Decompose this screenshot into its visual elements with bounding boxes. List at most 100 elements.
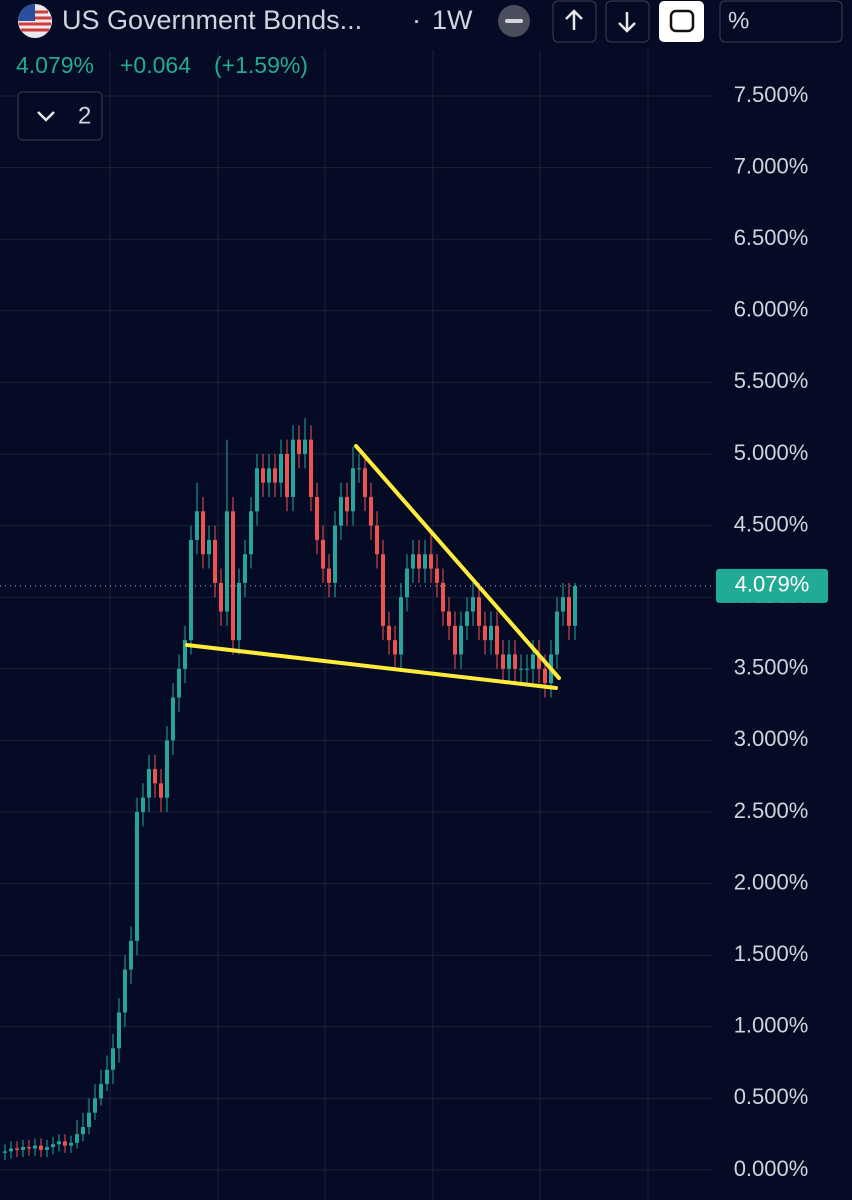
indicator-count: 2 bbox=[78, 102, 91, 129]
candle-body bbox=[399, 597, 403, 655]
percent-button[interactable]: % bbox=[719, 0, 843, 43]
candle-body bbox=[507, 654, 511, 669]
candle-body bbox=[315, 496, 319, 540]
candle-body bbox=[123, 969, 127, 1013]
header-bar bbox=[0, 0, 852, 50]
candle-body bbox=[63, 1141, 67, 1146]
candle-body bbox=[21, 1147, 25, 1150]
y-tick-label: 6.000% bbox=[734, 297, 809, 322]
candle-body bbox=[33, 1145, 37, 1149]
candle-body bbox=[483, 625, 487, 641]
candle-body bbox=[153, 769, 157, 784]
candle-body bbox=[447, 611, 451, 626]
candle-body bbox=[297, 439, 301, 454]
candle-body bbox=[225, 511, 229, 612]
candle-body bbox=[495, 625, 499, 655]
candle-body bbox=[351, 468, 355, 512]
y-tick-label: 7.000% bbox=[734, 153, 809, 178]
candle-body bbox=[531, 654, 535, 669]
minus-button[interactable] bbox=[498, 5, 530, 37]
candle-body bbox=[141, 797, 145, 812]
candle-body bbox=[159, 783, 163, 798]
candle-body bbox=[207, 539, 211, 555]
candle-body bbox=[219, 582, 223, 612]
y-tick-label: 5.500% bbox=[734, 368, 809, 393]
candle-body bbox=[369, 496, 373, 526]
candle-body bbox=[279, 454, 283, 483]
candle-body bbox=[381, 554, 385, 626]
candle-body bbox=[561, 597, 565, 612]
indicator-toggle[interactable]: 2 bbox=[17, 91, 103, 141]
candle-body bbox=[105, 1069, 109, 1085]
last-price-box bbox=[716, 568, 828, 603]
candle-body bbox=[519, 668, 523, 670]
candle-body bbox=[165, 740, 169, 798]
candle-body bbox=[567, 597, 571, 626]
candle-body bbox=[309, 439, 313, 497]
candle-body bbox=[339, 496, 343, 526]
candle-body bbox=[501, 654, 505, 669]
candle-body bbox=[15, 1148, 19, 1150]
candle-body bbox=[261, 468, 265, 483]
candle-body bbox=[363, 468, 367, 497]
interval[interactable]: 1W bbox=[432, 5, 473, 35]
candle-body bbox=[471, 597, 475, 612]
candle-body bbox=[345, 496, 349, 512]
candle-body bbox=[189, 539, 193, 641]
up-button[interactable] bbox=[552, 0, 597, 43]
candle-body bbox=[465, 611, 469, 626]
candle-body bbox=[51, 1144, 55, 1148]
y-tick-label: 2.500% bbox=[734, 798, 809, 823]
candle-body bbox=[573, 585, 577, 626]
candle-body bbox=[459, 625, 463, 655]
candle-body bbox=[513, 654, 517, 669]
candle-body bbox=[195, 511, 199, 540]
candle-body bbox=[537, 654, 541, 669]
y-tick-label: 4.500% bbox=[734, 511, 809, 536]
y-tick-label: 0.500% bbox=[734, 1084, 809, 1109]
candle-body bbox=[387, 625, 391, 641]
candle-body bbox=[405, 568, 409, 598]
down-button[interactable] bbox=[605, 0, 650, 43]
quote-change-pct: (+1.59%) bbox=[214, 52, 308, 78]
y-tick-label: 5.000% bbox=[734, 440, 809, 465]
candle-body bbox=[249, 511, 253, 555]
separator: · bbox=[412, 5, 421, 35]
candle-body bbox=[177, 668, 181, 698]
candle-body bbox=[321, 539, 325, 569]
candle-body bbox=[237, 582, 241, 641]
fullscreen-button[interactable] bbox=[659, 1, 704, 42]
candle-body bbox=[231, 511, 235, 641]
candle-body bbox=[411, 554, 415, 569]
candle-body bbox=[291, 439, 295, 497]
candle-body bbox=[117, 1012, 121, 1049]
candle-body bbox=[333, 525, 337, 583]
percent-label: % bbox=[728, 7, 749, 34]
last-price-label: 4.079% bbox=[735, 572, 810, 597]
y-tick-label: 3.500% bbox=[734, 655, 809, 680]
candle-body bbox=[213, 539, 217, 583]
candle-body bbox=[45, 1147, 49, 1150]
candle-body bbox=[75, 1134, 79, 1143]
candle-body bbox=[93, 1098, 97, 1113]
candle-body bbox=[441, 582, 445, 612]
candle-body bbox=[201, 511, 205, 555]
candle-body bbox=[9, 1148, 13, 1152]
candle-body bbox=[477, 597, 481, 626]
y-tick-label: 1.000% bbox=[734, 1013, 809, 1038]
candle-body bbox=[129, 940, 133, 970]
y-tick-label: 1.500% bbox=[734, 941, 809, 966]
candle-body bbox=[99, 1084, 103, 1099]
candle-body bbox=[393, 640, 397, 655]
candle-body bbox=[183, 640, 187, 669]
candle-body bbox=[111, 1048, 115, 1070]
candle-body bbox=[429, 554, 433, 569]
symbol[interactable]: US Government Bonds... bbox=[62, 5, 362, 35]
candle-body bbox=[555, 611, 559, 655]
candle-body bbox=[417, 554, 421, 569]
candle-body bbox=[303, 439, 307, 454]
candle-body bbox=[87, 1112, 91, 1128]
candle-body bbox=[357, 468, 361, 470]
